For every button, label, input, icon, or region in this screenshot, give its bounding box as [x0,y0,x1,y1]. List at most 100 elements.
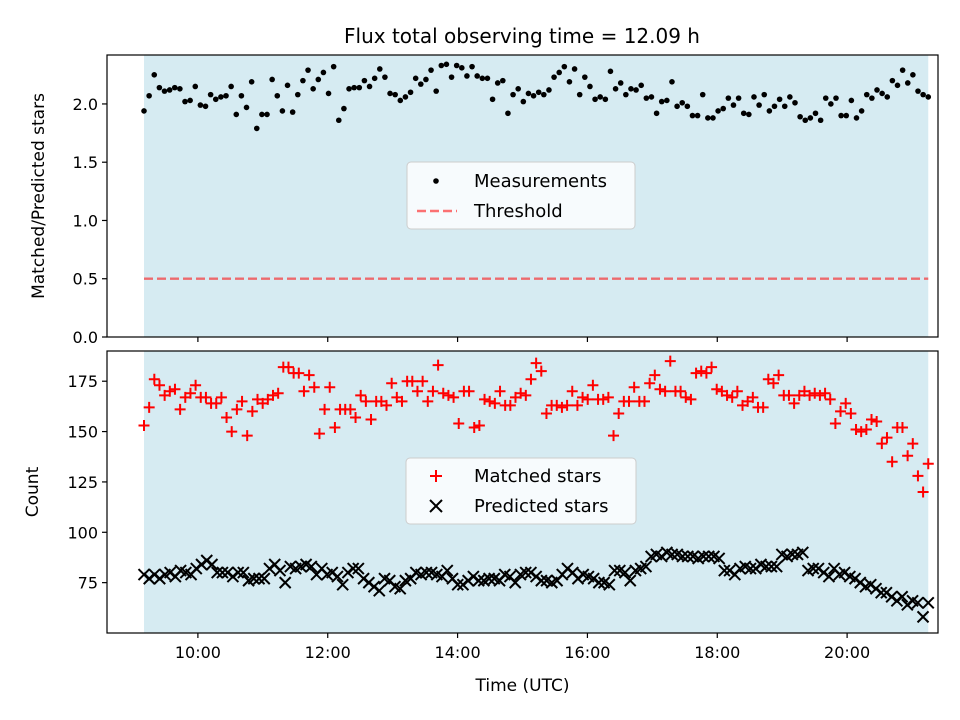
predicted-star-point [603,578,616,591]
measurement-point [371,75,378,82]
matched-star-point [602,391,614,403]
predicted-star-point [509,576,522,589]
measurement-point [187,97,193,104]
matched-star-point [907,438,919,450]
measurement-point [561,63,568,70]
matched-star-point [917,486,929,498]
measurement-point [904,80,911,86]
predicted-star-point [273,564,287,577]
measurement-point [664,97,670,104]
legend-matched-marker [430,470,442,482]
predicted-star-point [346,562,360,575]
matched-star-point [453,418,465,430]
matched-star-point [804,389,816,401]
matched-star-point [515,387,527,399]
predicted-star-point [519,566,532,579]
measurement-point [171,84,178,91]
x-tick-label: 14:00 [435,643,481,662]
matched-star-point [767,377,779,389]
matched-star-point [788,397,800,409]
matched-star-point [685,393,697,405]
top-y-ticks: 0.0 0.5 1.0 1.5 2.0 [73,95,107,347]
bottom-legend: Matched stars Predicted stars [405,457,637,525]
predicted-star-point [639,560,653,573]
measurement-point [894,82,901,89]
matched-star-point [422,395,434,407]
measurement-point [392,91,398,98]
matched-star-point [855,426,867,438]
measurement-point [192,83,199,90]
matched-star-point [190,379,202,391]
matched-star-point [623,395,635,407]
measurement-point [541,91,547,98]
measurement-point [402,94,409,100]
matched-star-point [293,367,305,379]
matched-star-point [731,385,743,397]
predicted-star-point [916,610,930,624]
matched-star-point [840,397,852,409]
x-tick-label: 18:00 [694,643,740,662]
matched-star-point [577,391,589,403]
matched-star-point [520,389,532,401]
matched-star-point [494,385,506,397]
measurement-point [433,88,439,94]
measurement-point [274,92,281,99]
predicted-star-point [393,582,407,595]
matched-star-point [381,399,393,411]
measurement-point [366,83,373,90]
measurement-point [351,84,357,91]
measurement-point [218,94,224,100]
matched-star-point [504,399,516,411]
measurement-point [212,96,219,103]
measurement-point [812,110,819,117]
measurement-point [151,72,158,78]
measurement-point [884,94,891,100]
matched-star-point [463,385,475,397]
predicted-star-point [252,572,266,585]
y-tick-label: 175 [67,372,98,391]
measurement-point [489,96,496,103]
measurement-point [259,111,265,118]
matched-star-point [406,375,418,387]
measurement-point [643,95,650,101]
measurement-point [628,85,634,92]
measurement-point [525,90,532,97]
matched-star-point [411,385,423,397]
matched-star-point [308,381,320,393]
matched-star-point [571,399,583,411]
measurement-point [776,96,783,103]
matched-star-point [535,365,547,377]
matched-star-point [659,385,671,397]
measurement-point [233,111,240,118]
legend-predicted-marker [429,499,443,513]
x-tick-label: 16:00 [564,643,610,662]
matched-star-point [241,430,253,442]
legend-measurements-label: Measurements [474,171,607,192]
measurement-point [453,62,460,69]
measurement-point [571,66,578,72]
measurement-point [443,61,450,68]
matched-star-point [396,395,408,407]
measurement-point [658,98,665,105]
measurement-point [566,79,573,85]
measurement-point [356,84,363,91]
matched-star-point [210,397,222,409]
predicted-star-point [373,584,386,597]
measurement-point [556,69,562,76]
matched-star-point [649,369,661,381]
measurement-point [320,69,327,76]
matched-star-point [566,385,578,397]
predicted-star-point [676,550,689,563]
predicted-star-point [237,566,250,579]
matched-star-point [902,450,914,462]
measurement-point [464,73,470,79]
measurement-point [459,65,465,71]
matched-star-point [551,399,563,411]
measurement-point [479,75,486,82]
matched-star-point [845,407,857,419]
matched-star-point [556,401,568,413]
measurement-point [766,108,773,114]
matched-star-point [298,385,310,397]
legend-matched-label: Matched stars [474,466,601,487]
measurement-point [146,92,152,99]
